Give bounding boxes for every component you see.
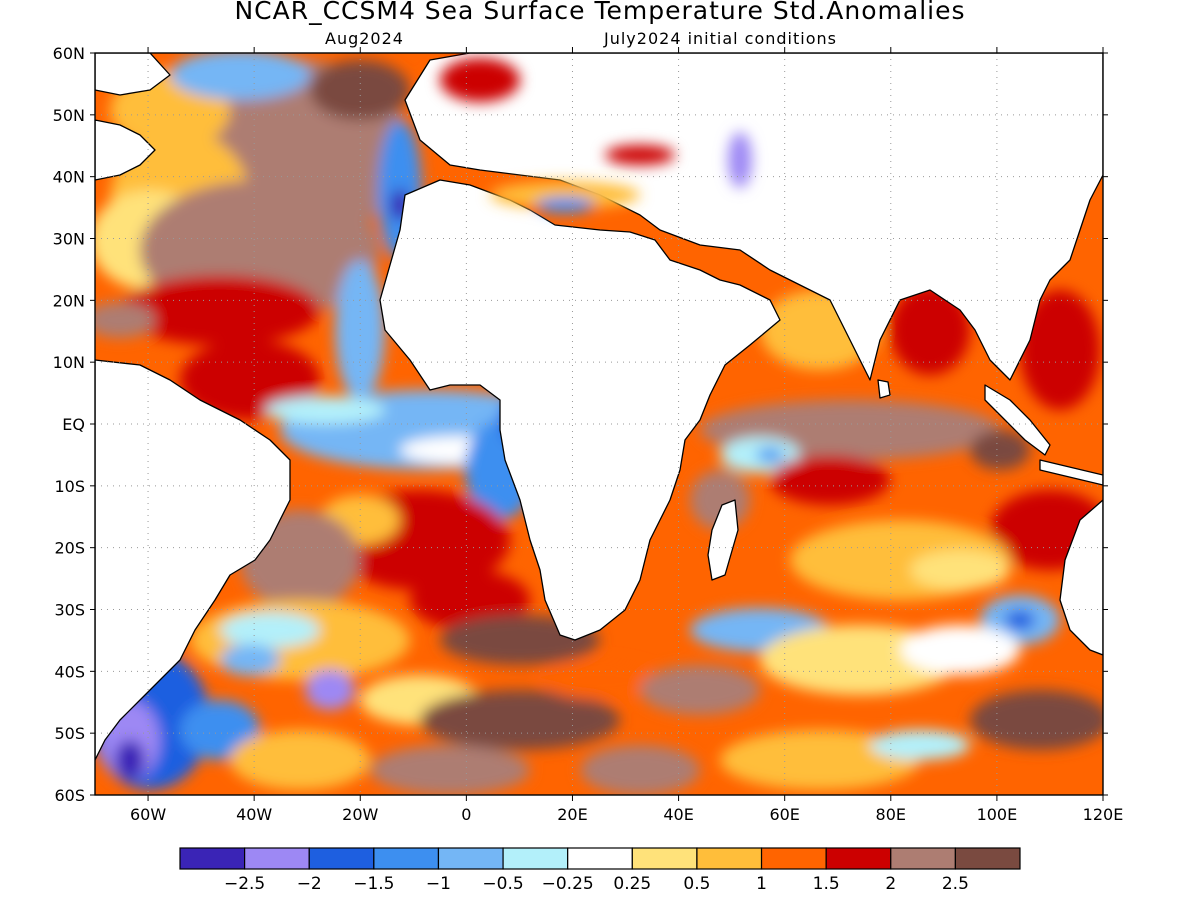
colorbar-swatch (308, 847, 375, 870)
colorbar-label: −0.25 (542, 874, 594, 894)
lon-label: 40W (236, 805, 272, 824)
lat-label: 30N (53, 230, 85, 249)
colorbar-swatch (631, 847, 698, 870)
colorbar-labels: −2.5 −2 −1.5 −1 −0.5 −0.25 0.25 0.5 1 1.5 2 2.5 (224, 874, 969, 894)
lat-label: 10S (54, 477, 85, 496)
colorbar-label: −0.5 (482, 874, 523, 894)
lat-label: 50N (53, 106, 85, 125)
colorbar-swatch (502, 847, 569, 870)
colorbar-label: 2.5 (942, 874, 969, 894)
graticule (95, 53, 1103, 795)
lon-label: 40E (663, 805, 693, 824)
lat-label: 60N (53, 44, 85, 63)
land (95, 53, 1103, 761)
lat-label: 40N (53, 168, 85, 187)
lat-label: EQ (62, 415, 85, 434)
initial-conditions: July2024 initial conditions (604, 29, 837, 48)
colorbar-label: 1 (756, 874, 767, 894)
inland-seas (440, 58, 752, 213)
lon-label: 20E (557, 805, 587, 824)
lat-label: 30S (54, 601, 85, 620)
lon-label: 0 (461, 805, 471, 824)
lon-label: 60W (130, 805, 166, 824)
colorbar-swatch (179, 847, 246, 870)
colorbar-label: −2 (297, 874, 322, 894)
lat-label: 40S (54, 662, 85, 681)
colorbar-swatch (696, 847, 763, 870)
colorbar-label: 1.5 (813, 874, 840, 894)
colorbar-label: 2 (885, 874, 896, 894)
colorbar-swatch (437, 847, 504, 870)
colorbar-swatch (954, 847, 1021, 870)
lat-label: 20S (54, 539, 85, 558)
colorbar-label: 0.25 (613, 874, 651, 894)
colorbar-swatch (373, 847, 440, 870)
latitude-axis: 60N 50N 40N 30N 20N 10N EQ 10S 20S 30S 40S 50S 60S (53, 44, 85, 805)
lat-label: 60S (54, 786, 85, 805)
lat-label: 50S (54, 724, 85, 743)
lon-label: 120E (1083, 805, 1124, 824)
colorbar-label: 0.5 (683, 874, 710, 894)
anomaly-blobs (95, 53, 1103, 795)
lon-label: 100E (977, 805, 1018, 824)
axis-ticks (90, 47, 1108, 801)
colorbar (179, 847, 1021, 870)
colorbar-label: −1.5 (353, 874, 394, 894)
forecast-month: Aug2024 (325, 29, 404, 48)
lon-label: 20W (342, 805, 378, 824)
chart-title: NCAR_CCSM4 Sea Surface Temperature Std.A… (234, 0, 966, 25)
map-field (95, 53, 1103, 795)
colorbar-swatch (567, 847, 633, 870)
colorbar-swatch (244, 847, 310, 870)
colorbar-swatch (760, 847, 827, 870)
lat-label: 10N (53, 353, 85, 372)
lon-label: 60E (769, 805, 799, 824)
colorbar-swatch (890, 847, 956, 870)
lon-label: 80E (876, 805, 906, 824)
colorbar-label: −2.5 (224, 874, 265, 894)
colorbar-label: −1 (426, 874, 451, 894)
lat-label: 20N (53, 291, 85, 310)
longitude-axis: 60W 40W 20W 0 20E 40E 60E 80E 100E 120E (130, 805, 1123, 824)
colorbar-swatch (825, 847, 892, 870)
